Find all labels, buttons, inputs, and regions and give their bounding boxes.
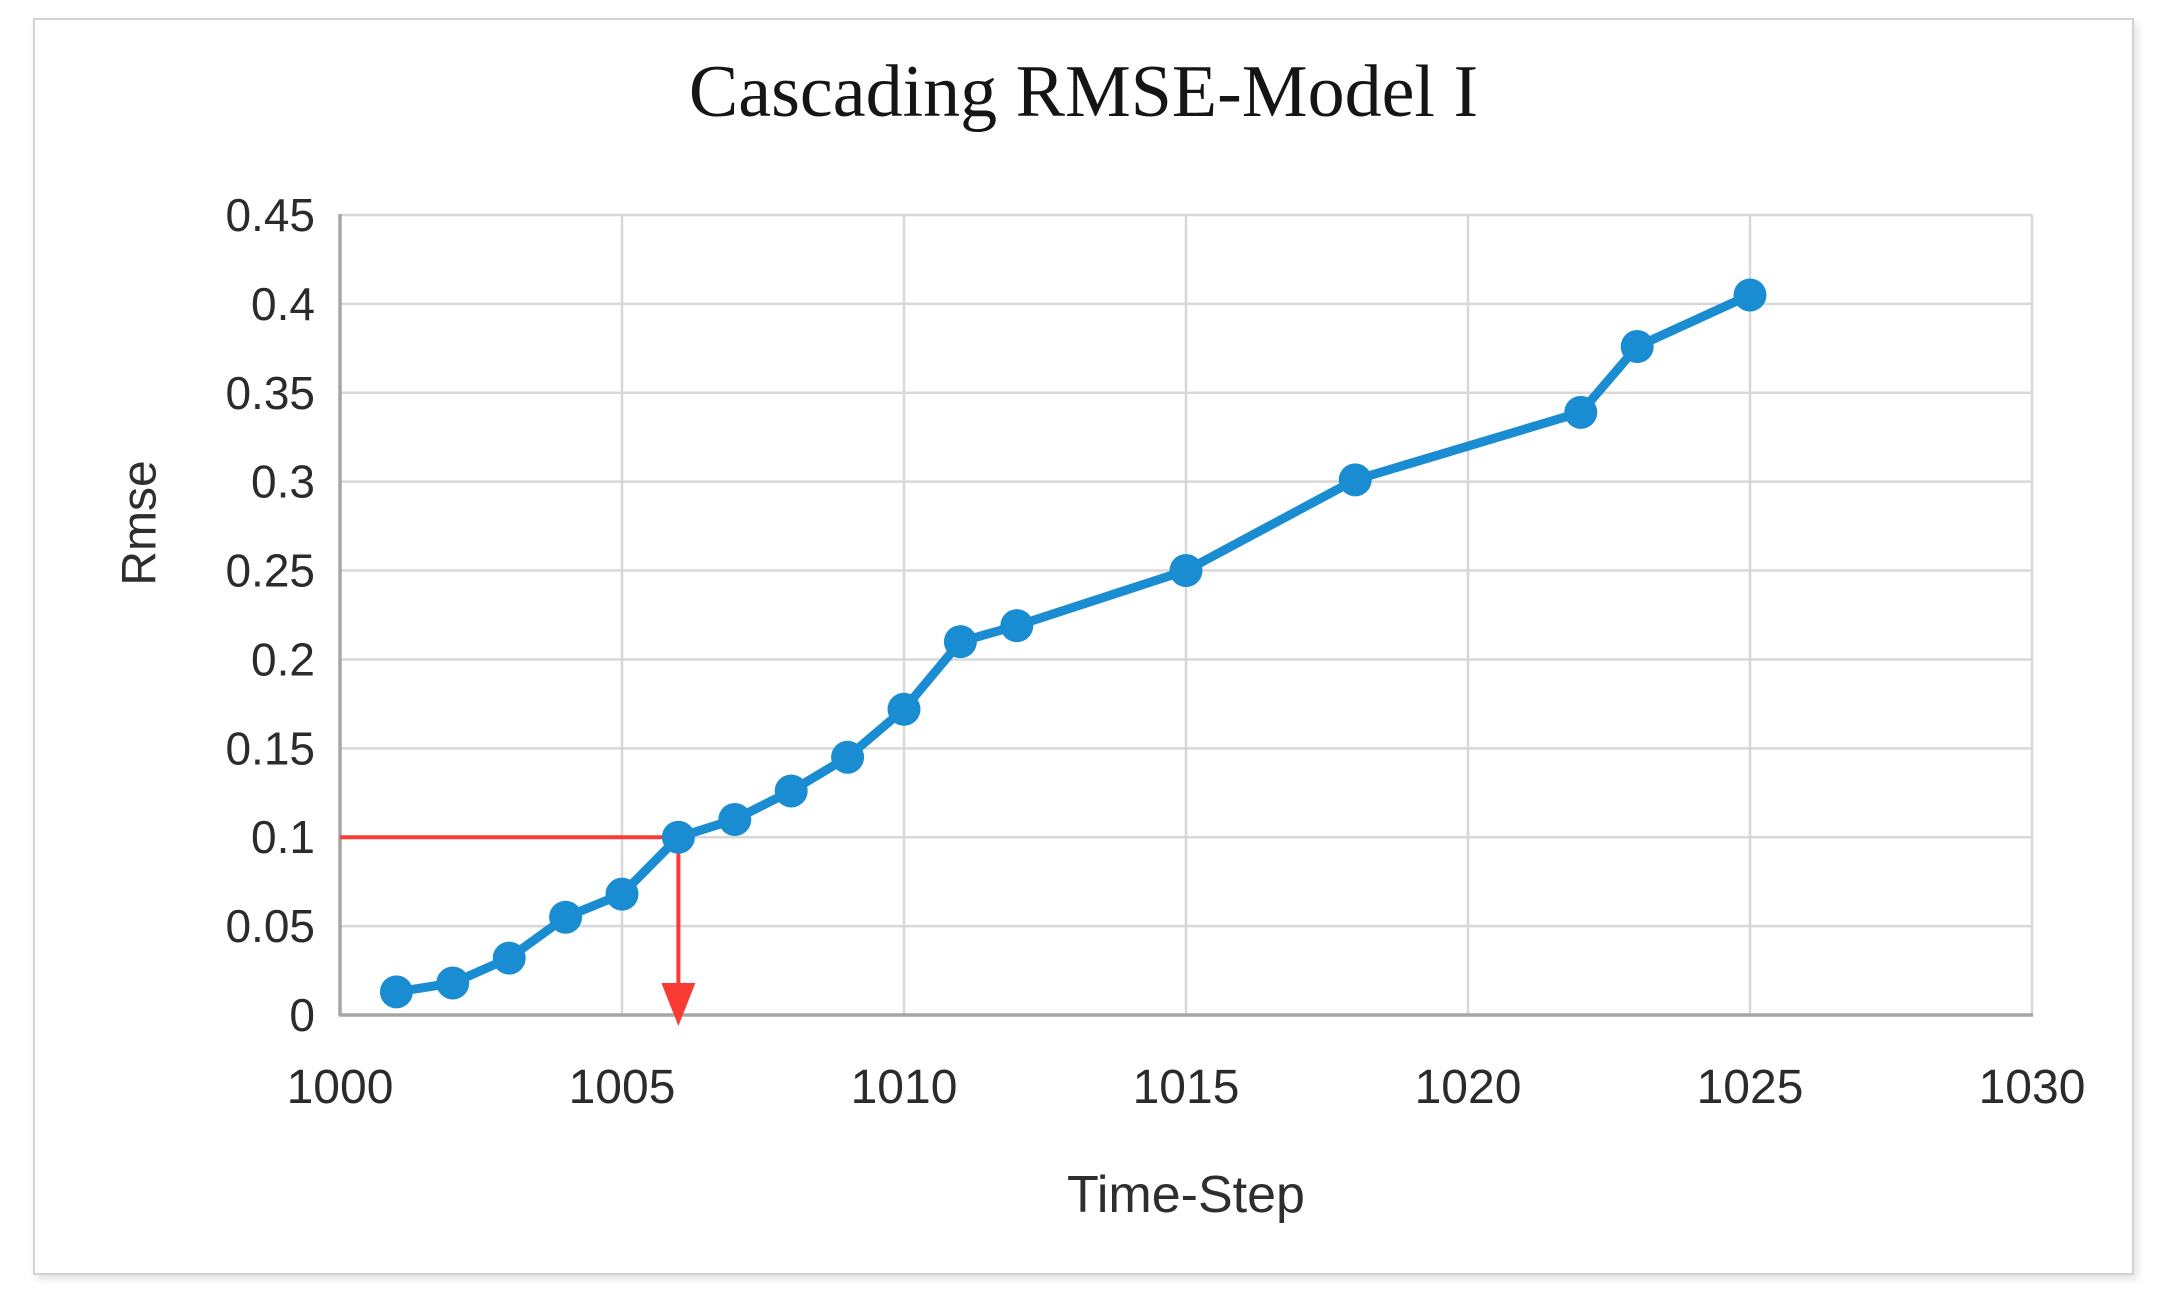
data-point-marker bbox=[379, 975, 413, 1009]
y-tick-label: 0.15 bbox=[225, 722, 315, 774]
y-tick-label: 0.35 bbox=[225, 367, 315, 419]
series-line bbox=[391, 290, 1755, 997]
x-tick-label: 1005 bbox=[569, 1061, 676, 1114]
data-point-marker bbox=[549, 900, 583, 934]
data-point-marker bbox=[887, 692, 921, 726]
data-point-marker bbox=[1564, 395, 1598, 429]
data-point-marker bbox=[831, 740, 865, 774]
y-tick-label: 0 bbox=[289, 989, 315, 1041]
x-tick-label: 1020 bbox=[1415, 1061, 1522, 1114]
x-tick-label: 1000 bbox=[287, 1061, 394, 1114]
x-tick-label: 1030 bbox=[1979, 1061, 2086, 1114]
y-tick-label: 0.2 bbox=[251, 633, 315, 685]
chart-title: Cascading RMSE-Model I bbox=[688, 51, 1479, 133]
x-tick-label: 1015 bbox=[1133, 1061, 1240, 1114]
annotation-arrowhead bbox=[661, 983, 696, 1026]
data-point-marker bbox=[605, 877, 639, 911]
y-tick-label: 0.25 bbox=[225, 545, 315, 597]
data-point-marker bbox=[436, 966, 470, 1000]
data-point-marker bbox=[492, 941, 526, 975]
data-point-marker bbox=[1733, 278, 1767, 312]
y-tick-label: 0.05 bbox=[225, 900, 315, 952]
y-tick-label: 0.4 bbox=[251, 278, 315, 330]
data-point-marker bbox=[1000, 609, 1034, 643]
data-point-marker bbox=[774, 774, 808, 808]
x-tick-label: 1010 bbox=[851, 1061, 958, 1114]
x-axis-title: Time-Step bbox=[1067, 1166, 1305, 1224]
x-tick-label: 1025 bbox=[1697, 1061, 1804, 1114]
data-point-marker bbox=[1338, 463, 1372, 497]
y-tick-label: 0.3 bbox=[251, 456, 315, 508]
data-point-marker bbox=[718, 802, 752, 836]
data-point-marker bbox=[943, 625, 977, 659]
data-point-marker bbox=[661, 820, 695, 854]
chart-frame bbox=[33, 18, 2134, 1275]
y-tick-label: 0.1 bbox=[251, 811, 315, 863]
data-point-marker bbox=[1169, 554, 1203, 588]
y-tick-label: 0.45 bbox=[225, 189, 315, 241]
data-point-marker bbox=[1620, 330, 1654, 364]
